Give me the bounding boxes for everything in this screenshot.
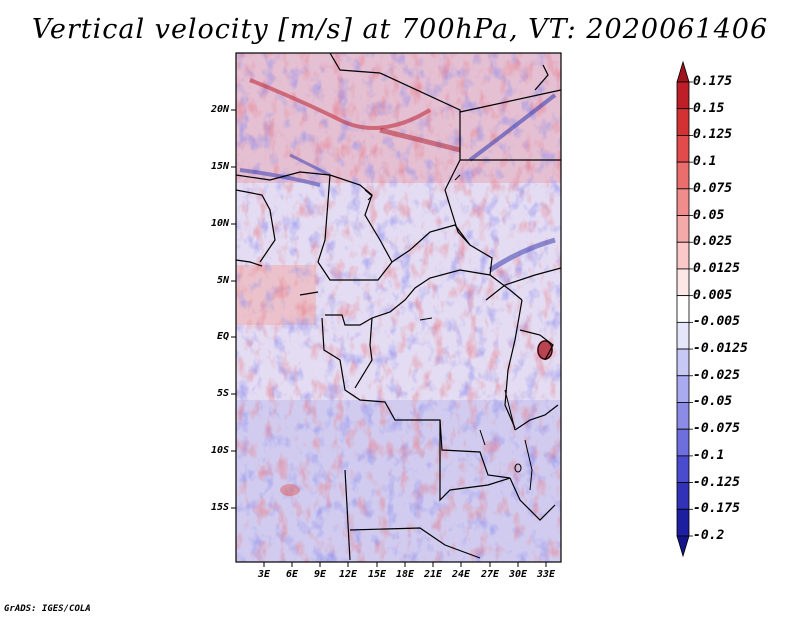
lon-label-33e: 33E [536, 569, 556, 580]
colorbar-label: 0.025 [693, 234, 733, 250]
colorbar-label: -0.05 [693, 394, 733, 410]
colorbar-label: -0.075 [693, 421, 740, 437]
colorbar-label: 0.175 [693, 74, 733, 89]
colorbar-swatch [676, 215, 690, 243]
colorbar-swatch [676, 428, 690, 457]
colorbar-swatch [676, 375, 690, 403]
colorbar-label: -0.1 [693, 447, 725, 463]
colorbar-label: -0.2 [693, 528, 725, 543]
colorbar-swatch [676, 108, 690, 136]
lat-label-10n: 10N [210, 218, 229, 229]
colorbar-swatch [676, 135, 690, 163]
lat-label-15n: 15N [210, 161, 229, 172]
lat-ticks [231, 109, 236, 509]
colorbar-label: -0.0125 [693, 341, 748, 357]
lat-label-15s: 15S [210, 502, 229, 513]
lon-label-9e: 9E [313, 569, 327, 580]
colorbar-swatch [676, 268, 690, 297]
colorbar-swatch [676, 321, 690, 350]
lat-label-eq: EQ [216, 331, 229, 342]
colorbar-label: 0.075 [693, 180, 733, 196]
lat-label-5n: 5N [216, 275, 229, 286]
colorbar-swatch [676, 535, 690, 558]
colorbar-label: 0.15 [693, 100, 725, 116]
lon-label-3e: 3E [257, 569, 271, 580]
lon-label-21e: 21E [423, 569, 443, 580]
lon-ticks [263, 562, 547, 567]
colorbar-swatch [676, 295, 690, 323]
colorbar-swatch [676, 402, 690, 430]
map-frame [235, 52, 562, 563]
lon-label-24e: 24E [451, 569, 471, 580]
velocity-field [236, 53, 561, 562]
lon-label-6e: 6E [285, 569, 299, 580]
colorbar-label: 0.0125 [693, 260, 740, 276]
lon-label-12e: 12E [338, 569, 358, 580]
chart-title: Vertical velocity [m/s] at 700hPa, VT: 2… [31, 14, 769, 45]
lon-label-27e: 27E [480, 569, 500, 580]
colorbar-swatch [676, 81, 690, 110]
colorbar-swatch [676, 348, 690, 377]
grads-credit: GrADS: IGES/COLA [4, 604, 91, 614]
lon-label-30e: 30E [508, 569, 528, 580]
colorbar-swatch [676, 241, 690, 270]
colorbar [676, 60, 693, 558]
lat-label-5s: 5S [216, 388, 229, 399]
colorbar-swatch [676, 60, 690, 83]
colorbar-label: -0.005 [693, 314, 740, 330]
colorbar-label: 0.1 [693, 154, 717, 170]
lon-label-15e: 15E [367, 569, 387, 580]
colorbar-label: 0.05 [693, 207, 725, 223]
colorbar-label: -0.025 [693, 367, 740, 383]
lat-label-10s: 10S [210, 445, 229, 456]
colorbar-swatch [676, 508, 690, 537]
colorbar-swatch [676, 161, 690, 190]
colorbar-swatch [676, 482, 690, 510]
country-borders [236, 53, 561, 561]
colorbar-label: -0.175 [693, 501, 740, 517]
colorbar-label: 0.005 [693, 287, 733, 303]
lon-label-18e: 18E [395, 569, 415, 580]
colorbar-swatch [676, 455, 690, 483]
lat-label-20n: 20N [210, 104, 229, 115]
lakes [364, 174, 553, 491]
colorbar-label: -0.125 [693, 474, 740, 490]
colorbar-label: 0.125 [693, 127, 733, 143]
colorbar-swatch [676, 188, 690, 216]
